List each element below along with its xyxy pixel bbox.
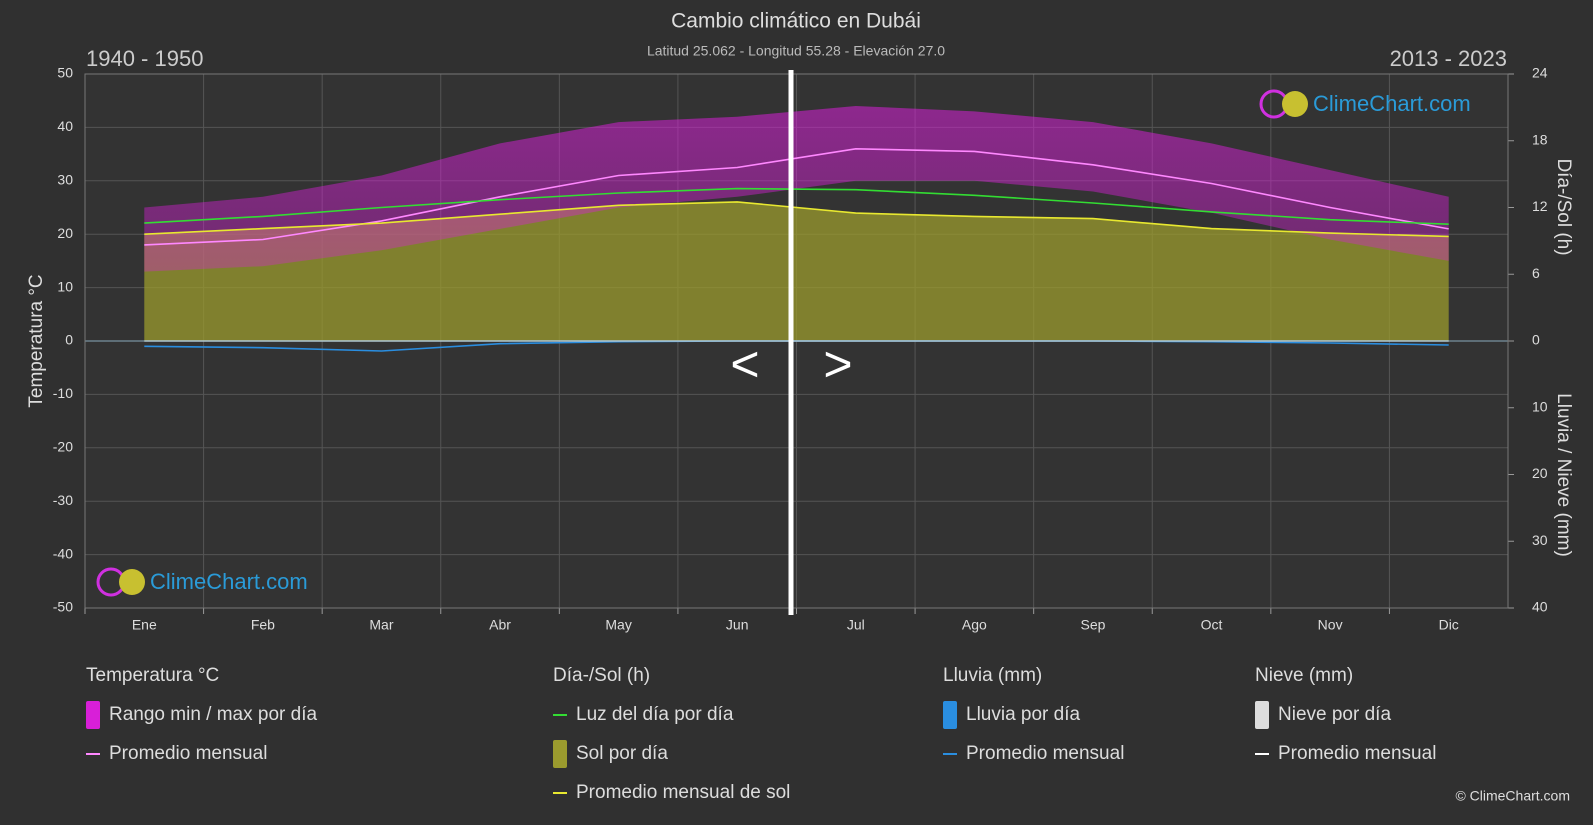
series-line: [144, 187, 1449, 225]
y3-tick-label: 40: [1532, 599, 1548, 615]
y-tick-label: -30: [53, 492, 73, 508]
plot-area: -50 -40 -30 -20 -10 0 10 20 30 40 50 0 6 12 18 24 10 20 30…: [53, 65, 1548, 633]
x-tick-label: Feb: [251, 617, 275, 633]
legend-swatch: [943, 701, 957, 729]
legend-label: Nieve por día: [1278, 704, 1391, 725]
legend-label: Rango min / max por día: [109, 704, 317, 725]
logo-sun: [119, 569, 145, 595]
x-tick-label: Jun: [726, 617, 749, 633]
x-tick-label: Oct: [1201, 617, 1223, 633]
logo-bottom: ClimeChart.com: [96, 567, 308, 597]
legend-label: Lluvia por día: [966, 704, 1081, 725]
legend-label: Promedio mensual: [109, 743, 267, 764]
y-axis-label: Temperatura °C: [26, 274, 47, 407]
x-tick-label: Ene: [132, 617, 157, 633]
x-tick-label: Ago: [962, 617, 987, 633]
legend-group-title: Temperatura °C: [86, 665, 219, 686]
copyright: © ClimeChart.com: [1455, 788, 1570, 804]
y-tick-label: 40: [57, 118, 73, 134]
x-tick-label: Dic: [1439, 617, 1459, 633]
x-tick-label: Jul: [847, 617, 865, 633]
y3-axis-label: Lluvia / Nieve (mm): [1553, 393, 1574, 557]
legend-label: Sol por día: [576, 743, 668, 764]
y-tick-label: 0: [65, 332, 73, 348]
y2-tick-label: 18: [1532, 131, 1548, 147]
y3-tick-label: 10: [1532, 398, 1548, 414]
legend: Temperatura °C Rango min / max por día Pro…: [86, 665, 1436, 803]
x-tick-label: Abr: [489, 617, 511, 633]
y2-tick-label: 24: [1532, 65, 1548, 81]
y2-tick-label: 12: [1532, 198, 1548, 214]
chart-title: Cambio climático en Dubái: [671, 10, 921, 33]
nav-prev[interactable]: <: [730, 336, 759, 392]
y3-tick-label: 30: [1532, 532, 1548, 548]
y-tick-label: -50: [53, 599, 73, 615]
y-tick-label: -40: [53, 545, 73, 561]
legend-label: Promedio mensual de sol: [576, 782, 790, 803]
legend-label: Luz del día por día: [576, 704, 734, 725]
logo-top: ClimeChart.com: [1259, 89, 1471, 119]
legend-swatch: [1255, 701, 1269, 729]
x-tick-label: Sep: [1080, 617, 1105, 633]
overlay: ClimeChart.com ClimeChart.com < >: [96, 70, 1471, 615]
sunshine-area: [144, 201, 1449, 341]
x-tick-label: Mar: [369, 617, 393, 633]
plot-frame: [84, 73, 1509, 609]
series-line: [144, 201, 1449, 238]
y-tick-label: 10: [57, 278, 73, 294]
watermark: ClimeChart.com: [150, 569, 308, 594]
y-tick-label: -10: [53, 385, 73, 401]
period-left: 1940 - 1950: [86, 46, 203, 71]
nav-next[interactable]: >: [823, 336, 852, 392]
x-tick-label: Nov: [1318, 617, 1343, 633]
period-right: 2013 - 2023: [1390, 46, 1507, 71]
y-tick-label: 50: [57, 65, 73, 81]
y2-tick-label: 6: [1532, 265, 1540, 281]
y2-axis-label: Día-/Sol (h): [1553, 158, 1574, 255]
logo-sun: [1282, 91, 1308, 117]
watermark: ClimeChart.com: [1313, 91, 1471, 116]
legend-label: Promedio mensual: [1278, 743, 1436, 764]
y-tick-label: 20: [57, 225, 73, 241]
legend-group-title: Lluvia (mm): [943, 665, 1042, 686]
legend-swatch: [86, 701, 100, 729]
y2-tick-label: 0: [1532, 332, 1540, 348]
legend-label: Promedio mensual: [966, 743, 1124, 764]
legend-swatch: [553, 740, 567, 768]
legend-group-title: Día-/Sol (h): [553, 665, 650, 686]
y-tick-label: 30: [57, 172, 73, 188]
legend-group-title: Nieve (mm): [1255, 665, 1353, 686]
y3-tick-label: 20: [1532, 465, 1548, 481]
chart-subtitle: Latitud 25.062 - Longitud 55.28 - Elevac…: [647, 43, 945, 59]
x-tick-label: May: [605, 617, 631, 633]
y-tick-label: -20: [53, 439, 73, 455]
